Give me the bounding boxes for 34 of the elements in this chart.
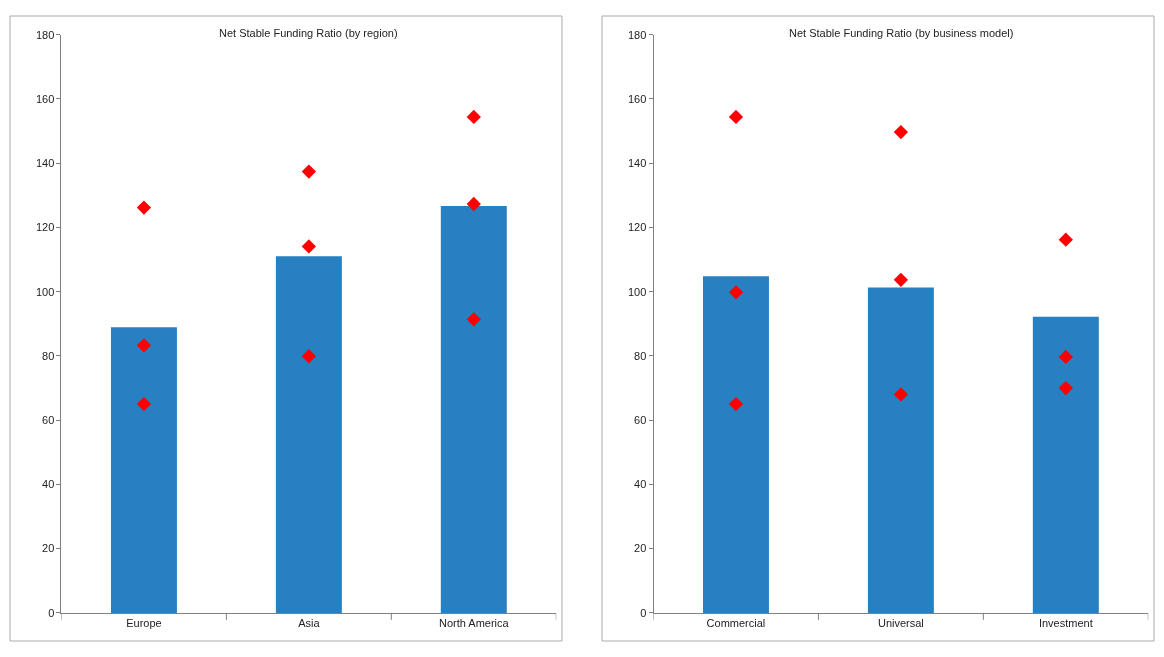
y-tick-label: 40 — [42, 478, 55, 491]
bar — [275, 256, 342, 613]
chart-title: Net Stable Funding Ratio (by business model) — [789, 27, 1014, 39]
y-tick-label: 40 — [634, 478, 647, 491]
y-tick-label: 100 — [627, 285, 647, 298]
bar — [440, 205, 507, 613]
y-tick-label: 180 — [35, 28, 55, 41]
x-tick-label: Universal — [877, 617, 924, 630]
y-tick-label: 140 — [35, 157, 55, 170]
y-tick-label: 60 — [42, 414, 55, 427]
y-tick-label: 180 — [627, 28, 647, 41]
x-tick-label: Asia — [298, 617, 321, 630]
y-tick-label: 120 — [627, 221, 647, 234]
bar — [702, 276, 769, 613]
chart-title: Net Stable Funding Ratio (by region) — [219, 27, 398, 39]
y-tick-label: 160 — [627, 92, 647, 105]
x-tick-label: Investment — [1038, 617, 1093, 630]
y-tick-label: 160 — [35, 92, 55, 105]
y-tick-label: 20 — [42, 542, 55, 555]
y-tick-label: 20 — [634, 542, 647, 555]
y-tick-label: 0 — [48, 606, 55, 619]
y-tick-label: 120 — [35, 221, 55, 234]
y-tick-label: 0 — [640, 606, 647, 619]
x-tick-label: Commercial — [706, 617, 766, 630]
bar — [867, 287, 934, 613]
y-tick-label: 140 — [627, 157, 647, 170]
y-tick-label: 80 — [634, 349, 647, 362]
x-tick-label: North America — [438, 617, 510, 630]
y-tick-label: 100 — [35, 285, 55, 298]
bar — [110, 327, 177, 613]
y-tick-label: 80 — [42, 349, 55, 362]
y-tick-label: 60 — [634, 414, 647, 427]
bar — [1032, 316, 1099, 613]
x-tick-label: Europe — [126, 617, 162, 630]
